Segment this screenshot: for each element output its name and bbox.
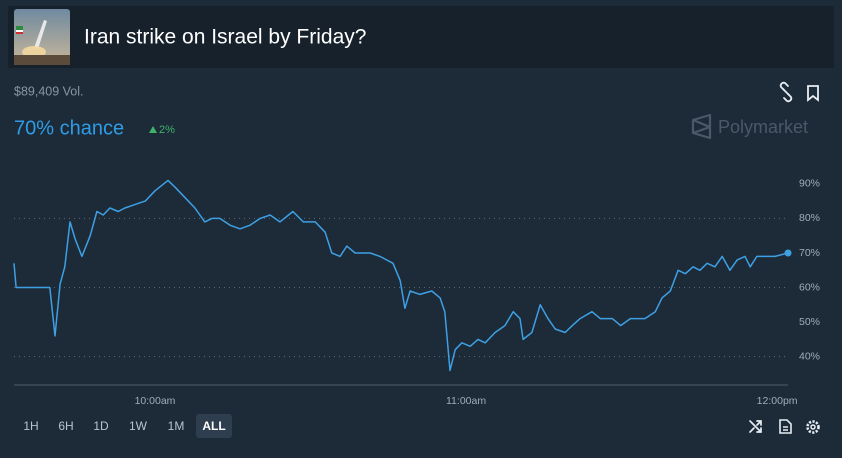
time-range-selector: 1H 6H 1D 1W 1M ALL [23, 414, 232, 438]
link-icon[interactable] [779, 81, 793, 103]
header-bar [8, 6, 834, 68]
range-button-selected[interactable] [196, 414, 232, 438]
y-tick-label: 50% [799, 316, 820, 328]
shuffle-icon[interactable] [749, 420, 762, 433]
y-tick-label: 60% [799, 281, 820, 293]
y-tick-label: 40% [799, 350, 820, 362]
price-chart: 40% 50% 60% 70% 80% 90% 10:00am 11:00am 12:00pm [13, 178, 820, 407]
bookmark-icon[interactable] [807, 85, 819, 102]
chance: 70% chance [14, 117, 124, 139]
document-icon[interactable] [779, 419, 792, 434]
x-tick-label: 10:00am [135, 395, 176, 407]
market-title: Iran strike on Israel by Friday? [84, 26, 366, 49]
range-button[interactable]: ALL [202, 419, 225, 433]
current-point [784, 249, 792, 257]
range-button[interactable]: 1H [23, 419, 38, 433]
x-tick-label: 11:00am [446, 395, 486, 407]
y-tick-label: 90% [799, 178, 820, 190]
market-image [14, 9, 70, 65]
y-tick-label: 80% [799, 212, 820, 224]
brand-name: Polymarket [718, 117, 808, 137]
range-button[interactable]: 1M [168, 419, 185, 433]
y-tick-label: 70% [799, 247, 820, 259]
x-tick-label: 12:00pm [757, 395, 798, 407]
settings-icon[interactable] [806, 420, 820, 434]
change-arrow [149, 126, 157, 133]
change: 2% [159, 124, 175, 136]
volume: $89,409 Vol. [14, 84, 84, 98]
range-button[interactable]: 1D [93, 419, 109, 433]
price-line [13, 179, 789, 372]
brand-logo [691, 113, 712, 140]
range-button[interactable]: 1W [129, 419, 148, 433]
range-button[interactable]: 6H [58, 419, 73, 433]
